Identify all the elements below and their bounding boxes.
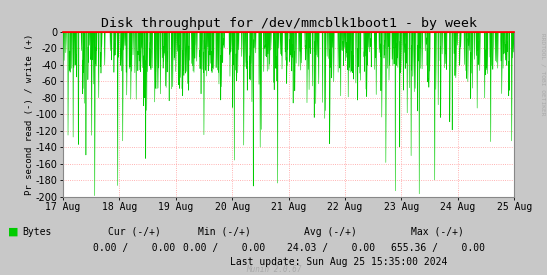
Text: Cur (-/+): Cur (-/+) <box>108 227 160 237</box>
Text: ■: ■ <box>8 227 19 237</box>
Text: 0.00 /    0.00: 0.00 / 0.00 <box>183 243 265 253</box>
Text: Max (-/+): Max (-/+) <box>411 227 464 237</box>
Text: Avg (-/+): Avg (-/+) <box>305 227 357 237</box>
Text: 24.03 /    0.00: 24.03 / 0.00 <box>287 243 375 253</box>
Text: RRDTOOL / TOBI OETIKER: RRDTOOL / TOBI OETIKER <box>541 33 546 116</box>
Text: Last update: Sun Aug 25 15:35:00 2024: Last update: Sun Aug 25 15:35:00 2024 <box>230 257 448 267</box>
Text: Munin 2.0.67: Munin 2.0.67 <box>246 265 301 274</box>
Y-axis label: Pr second read (-) / write (+): Pr second read (-) / write (+) <box>25 34 34 195</box>
Title: Disk throughput for /dev/mmcblk1boot1 - by week: Disk throughput for /dev/mmcblk1boot1 - … <box>101 17 476 31</box>
Text: 655.36 /    0.00: 655.36 / 0.00 <box>391 243 485 253</box>
Text: Min (-/+): Min (-/+) <box>198 227 251 237</box>
Text: Bytes: Bytes <box>22 227 51 237</box>
Text: 0.00 /    0.00: 0.00 / 0.00 <box>93 243 175 253</box>
